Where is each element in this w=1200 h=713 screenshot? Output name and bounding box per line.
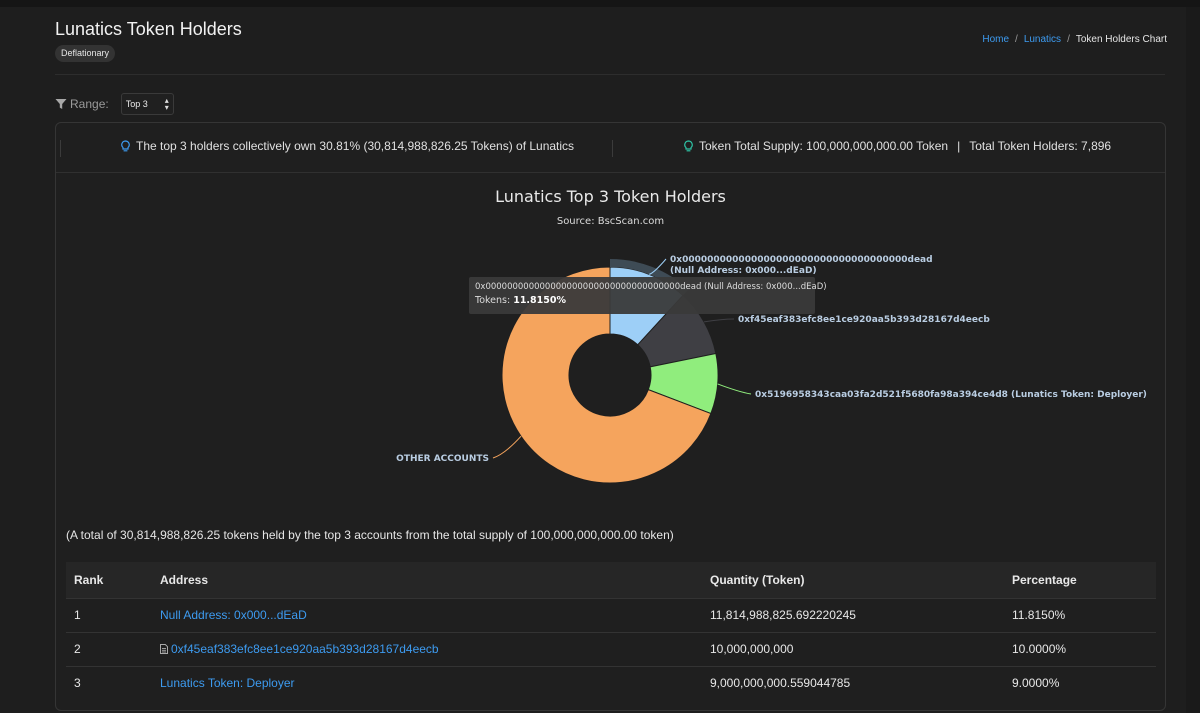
table-row: 3 Lunatics Token: Deployer 9,000,000,000… [66,665,1156,700]
table-row: 2 0xf45eaf383efc8ee1ce920aa5b393d28167d4… [66,631,1156,666]
holders-summary: The top 3 holders collectively own 30.81… [120,139,574,153]
col-address: Address [152,562,702,598]
slice-label[interactable]: 0xf45eaf383efc8ee1ce920aa5b393d28167d4ee… [738,315,990,325]
slice-label[interactable]: 0x000000000000000000000000000000000000de… [670,255,933,265]
address-link[interactable]: Null Address: 0x000...dEaD [160,608,307,622]
rank-cell: 1 [66,597,152,632]
total-supply-text: Token Total Supply: 100,000,000,000.00 T… [699,139,949,153]
address-cell: Lunatics Token: Deployer [152,665,702,700]
summary-text: The top 3 holders collectively own 30.81… [136,139,575,153]
slice-connector [648,258,667,275]
page-title: Lunatics Token Holders [55,19,242,39]
address-cell: Null Address: 0x000...dEaD [152,597,702,632]
quantity-cell: 10,000,000,000 [702,631,1004,666]
rank-cell: 2 [66,631,152,666]
percentage-cell: 9.0000% [1004,665,1156,700]
chart-tooltip: 0x000000000000000000000000000000000000de… [469,277,827,314]
contract-file-icon [160,644,168,654]
info-separator: | [957,139,961,153]
rank-cell: 3 [66,665,152,700]
table-header-row: Rank Address Quantity (Token) Percentage [66,562,1156,598]
col-rank: Rank [66,562,152,598]
chart-title: Lunatics Top 3 Token Holders [495,187,726,206]
breadcrumb-home-link[interactable]: Home [982,34,1010,45]
breadcrumb-separator: / [1015,34,1018,45]
slice-connector [717,383,752,395]
tooltip-address: 0x000000000000000000000000000000000000de… [475,282,827,292]
info-divider [60,140,61,157]
slice-hover-halo [610,259,689,296]
breadcrumb-token-link[interactable]: Lunatics [1023,34,1062,45]
quantity-cell: 11,814,988,825.692220245 [702,597,1004,632]
holders-table: Rank Address Quantity (Token) Percentage… [66,562,1156,700]
breadcrumb-separator: / [1067,34,1070,45]
filter-icon [55,99,67,109]
tooltip-value: 11.8150% [513,295,566,306]
total-note: (A total of 30,814,988,826.25 tokens hel… [66,528,674,542]
top-strip [0,0,1200,7]
breadcrumb-current: Token Holders Chart [1075,34,1167,45]
info-divider [612,140,613,157]
percentage-cell: 10.0000% [1004,631,1156,666]
percentage-cell: 11.8150% [1004,597,1156,632]
col-quantity: Quantity (Token) [702,562,1004,598]
range-select[interactable]: Top 3 [120,93,174,115]
tooltip-value-line: Tokens: 11.8150% [475,295,809,306]
slice-label[interactable]: 0x5196958343caa03fa2d521f5680fa98a394ce4… [755,390,1147,400]
range-select-wrap: Top 3 ▴ ▾ [109,93,174,115]
address-link[interactable]: 0xf45eaf383efc8ee1ce920aa5b393d28167d4ee… [171,642,439,656]
lightbulb-icon [121,139,130,151]
chart-subtitle: Source: BscScan.com [556,216,665,227]
col-percentage: Percentage [1004,562,1156,598]
range-filter: Range: Top 3 ▴ ▾ [55,93,174,115]
token-tag-badge[interactable]: Deflationary [55,45,116,62]
holders-card: The top 3 holders collectively own 30.81… [55,122,1166,711]
header-divider [55,74,1165,75]
address-cell: 0xf45eaf383efc8ee1ce920aa5b393d28167d4ee… [152,631,702,666]
donut-chart: 0x000000000000000000000000000000000000de… [396,255,1147,484]
total-holders-text: Total Token Holders: 7,896 [969,139,1112,153]
quantity-cell: 9,000,000,000.559044785 [702,665,1004,700]
supply-summary: Token Total Supply: 100,000,000,000.00 T… [683,139,1111,153]
slice-connector [492,435,522,459]
scrollbar[interactable] [1186,7,1200,713]
slice-label[interactable]: OTHER ACCOUNTS [396,454,489,464]
table-row: 1 Null Address: 0x000...dEaD 11,814,988,… [66,597,1156,632]
slice-connector [703,318,735,323]
breadcrumb: Home / Lunatics / Token Holders Chart [982,34,1167,45]
lightbulb-icon [684,139,693,151]
range-label: Range: [70,97,109,111]
info-row: The top 3 holders collectively own 30.81… [56,123,1165,173]
address-link[interactable]: Lunatics Token: Deployer [160,676,295,691]
tooltip-prefix: Tokens: [475,295,514,306]
slice-sublabel: (Null Address: 0x000...dEaD) [670,266,817,276]
